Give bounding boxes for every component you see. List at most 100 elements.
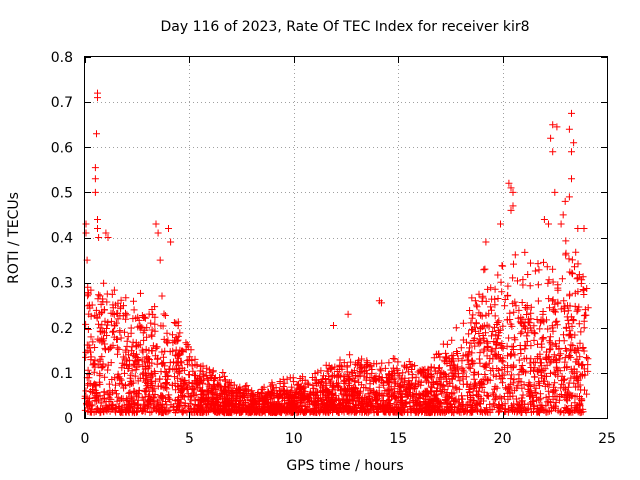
data-point <box>333 381 341 389</box>
data-point <box>128 403 136 411</box>
data-point <box>165 225 172 232</box>
data-point <box>145 310 153 318</box>
data-point <box>166 395 174 403</box>
data-point <box>519 391 527 399</box>
data-point <box>301 383 309 391</box>
data-point <box>324 387 332 395</box>
data-point <box>552 363 560 371</box>
data-point <box>375 373 383 381</box>
data-point <box>489 400 497 408</box>
data-point <box>540 258 547 266</box>
data-point <box>296 375 304 382</box>
data-point <box>575 271 583 279</box>
data-point <box>476 384 484 392</box>
data-point <box>94 295 102 303</box>
data-point <box>126 388 134 396</box>
data-point <box>364 390 372 398</box>
data-point <box>543 355 550 363</box>
data-point <box>101 317 109 325</box>
data-point <box>148 332 156 340</box>
data-point <box>140 336 148 344</box>
data-point <box>456 377 464 385</box>
data-point <box>457 344 465 352</box>
data-point <box>530 322 538 330</box>
data-point <box>565 125 573 133</box>
data-point <box>580 347 588 355</box>
data-point <box>224 408 231 416</box>
data-point <box>385 397 393 405</box>
data-point <box>137 289 144 297</box>
data-point <box>463 338 470 346</box>
data-point <box>344 400 352 408</box>
data-point <box>207 397 215 405</box>
data-point <box>555 344 563 352</box>
data-point <box>509 274 517 282</box>
data-point <box>560 331 567 339</box>
data-point <box>239 392 247 400</box>
data-point <box>148 359 156 367</box>
data-point <box>113 390 120 398</box>
data-point <box>329 383 337 391</box>
data-point <box>183 384 191 392</box>
data-point <box>330 322 337 329</box>
data-point <box>377 367 385 375</box>
data-point <box>510 361 518 369</box>
data-point <box>468 360 476 368</box>
data-point <box>451 404 458 411</box>
data-point <box>110 286 118 294</box>
data-point <box>371 376 379 384</box>
data-point <box>343 363 351 371</box>
data-point <box>116 327 124 335</box>
data-point <box>435 364 443 372</box>
data-point <box>160 310 168 318</box>
data-point <box>437 375 445 383</box>
data-point <box>427 388 435 396</box>
data-point <box>251 398 259 406</box>
data-point <box>200 390 207 398</box>
data-point <box>145 355 152 363</box>
data-point <box>269 405 277 413</box>
data-point <box>194 402 202 410</box>
data-point <box>576 409 584 417</box>
data-point <box>573 393 581 401</box>
data-point <box>157 368 165 376</box>
x-axis-label: GPS time / hours <box>286 458 403 474</box>
data-point <box>379 401 387 409</box>
x-tick-label: 20 <box>494 431 512 447</box>
data-point <box>356 394 363 401</box>
data-point <box>118 380 126 388</box>
data-point <box>254 406 262 414</box>
data-point <box>146 356 153 363</box>
data-point <box>183 341 191 348</box>
data-point <box>358 407 366 415</box>
data-point <box>491 285 499 293</box>
x-tick-label: 5 <box>185 431 194 447</box>
data-point <box>226 386 234 394</box>
data-point <box>468 406 476 414</box>
data-point <box>423 387 431 395</box>
data-point <box>573 275 581 283</box>
data-point <box>549 327 557 335</box>
data-point <box>276 379 284 387</box>
plot-frame <box>84 56 608 419</box>
data-point <box>376 365 384 373</box>
data-point <box>408 406 416 414</box>
data-point <box>454 355 462 363</box>
data-point <box>434 406 442 414</box>
data-point <box>576 402 584 410</box>
data-point <box>520 381 528 389</box>
data-point <box>184 392 192 400</box>
data-point <box>416 401 424 409</box>
data-point <box>539 316 547 324</box>
data-point <box>522 342 530 350</box>
data-point <box>490 371 498 379</box>
data-point <box>128 394 136 402</box>
data-point <box>328 401 336 409</box>
data-point <box>84 347 92 355</box>
data-point <box>112 405 120 413</box>
data-point <box>146 373 154 381</box>
data-point <box>140 313 148 321</box>
data-point <box>103 321 111 329</box>
y-tick-label: 0.6 <box>51 140 73 156</box>
data-point <box>530 336 538 344</box>
